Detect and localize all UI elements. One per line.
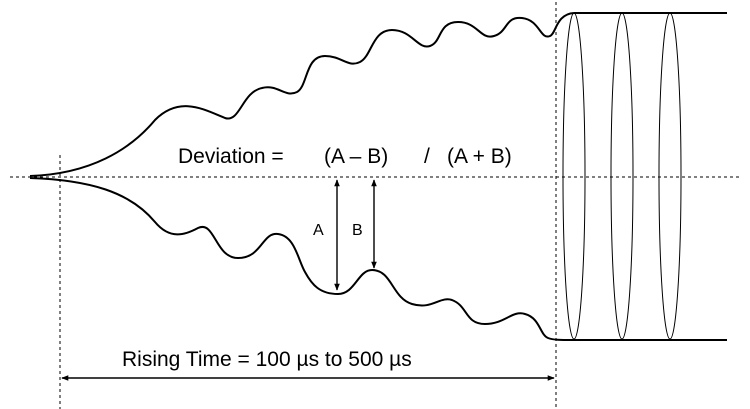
upper-envelope-curve bbox=[29, 12, 575, 177]
label-b: B bbox=[352, 222, 363, 239]
deviation-denominator-text: (A + B) bbox=[447, 145, 512, 168]
deviation-divider-text: / bbox=[424, 145, 430, 168]
oscillation-cycle bbox=[658, 12, 682, 340]
oscillation-cycle bbox=[562, 12, 586, 340]
rising-time-label: Rising Time = 100 µs to 500 µs bbox=[122, 348, 412, 371]
oscillation-cycle bbox=[610, 12, 634, 340]
lower-envelope-curve bbox=[29, 177, 575, 341]
label-a: A bbox=[313, 222, 324, 239]
deviation-lead-text: Deviation = bbox=[178, 145, 284, 168]
deviation-numerator-text: (A – B) bbox=[324, 145, 388, 168]
